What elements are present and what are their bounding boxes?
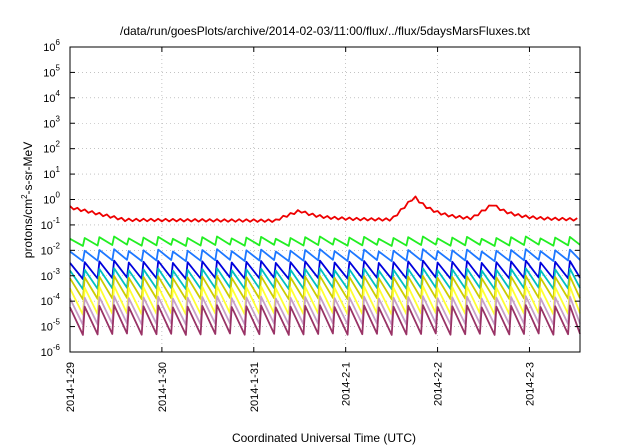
y-tick-label: 104 — [43, 89, 60, 105]
y-tick-base: 10 — [43, 144, 55, 156]
y-tick-base: 10 — [43, 93, 55, 105]
series-line — [69, 235, 581, 247]
y-tick-exponent: 5 — [56, 63, 61, 72]
y-tick-base: 10 — [41, 347, 53, 359]
y-tick-exponent: -1 — [53, 216, 61, 225]
data-series — [69, 195, 581, 336]
y-axis-label: protons/cm2-s-sr-MeV — [20, 142, 35, 258]
y-tick-base: 10 — [41, 271, 53, 283]
y-tick-base: 10 — [41, 220, 53, 232]
y-tick-base: 10 — [43, 42, 55, 54]
y-tick-exponent: 4 — [56, 89, 61, 98]
x-tick-label: 2014-2-1 — [341, 362, 353, 406]
y-tick-label: 102 — [43, 140, 60, 156]
y-tick-base: 10 — [41, 296, 53, 308]
series-line — [69, 195, 578, 223]
y-axis-label-pre: protons/cm — [21, 199, 35, 258]
y-tick-label: 103 — [43, 114, 60, 130]
x-tick-label: 2014-1-31 — [249, 362, 261, 412]
y-tick-exponent: 2 — [56, 140, 61, 149]
y-tick-base: 10 — [43, 118, 55, 130]
y-tick-exponent: -3 — [53, 267, 61, 276]
y-tick-base: 10 — [43, 169, 55, 181]
chart-title: /data/run/goesPlots/archive/2014-02-03/1… — [120, 24, 531, 38]
y-tick-exponent: -4 — [53, 292, 61, 301]
series-line — [69, 304, 581, 336]
y-tick-label: 10-1 — [41, 216, 61, 232]
y-axis-label-post: -s-sr-MeV — [21, 142, 35, 195]
y-axis-label-sup: 2 — [20, 194, 29, 199]
y-tick-exponent: -6 — [53, 343, 61, 352]
y-tick-base: 10 — [43, 195, 55, 207]
y-tick-label: 10-6 — [41, 343, 61, 359]
x-tick-label: 2014-2-3 — [524, 362, 536, 406]
y-tick-label: 10-4 — [41, 292, 61, 308]
y-tick-exponent: 1 — [56, 165, 61, 174]
y-tick-exponent: 3 — [56, 114, 61, 123]
y-tick-exponent: -5 — [53, 318, 61, 327]
y-tick-label: 100 — [43, 191, 60, 207]
x-axis-label: Coordinated Universal Time (UTC) — [232, 431, 416, 445]
x-tick-label: 2014-1-30 — [157, 362, 169, 412]
y-tick-exponent: 0 — [56, 191, 61, 200]
y-tick-base: 10 — [43, 67, 55, 79]
series-line — [69, 248, 581, 263]
y-tick-label: 106 — [43, 38, 60, 54]
x-tick-label: 2014-2-2 — [433, 362, 445, 406]
y-tick-exponent: -2 — [53, 241, 61, 250]
y-tick-base: 10 — [41, 322, 53, 334]
x-axis-ticks: 2014-1-29 2014-1-30 2014-1-31 2014-2-1 2014-… — [65, 47, 536, 412]
y-tick-label: 10-2 — [41, 241, 61, 257]
y-axis-ticks: 10-610-510-410-310-210-11001011021031041… — [41, 38, 580, 359]
x-tick-label: 2014-1-29 — [65, 362, 77, 412]
y-tick-label: 105 — [43, 63, 60, 79]
y-tick-label: 10-5 — [41, 318, 61, 334]
y-tick-exponent: 6 — [56, 38, 61, 47]
y-tick-base: 10 — [41, 245, 53, 257]
y-tick-label: 101 — [43, 165, 60, 181]
y-tick-label: 10-3 — [41, 267, 61, 283]
